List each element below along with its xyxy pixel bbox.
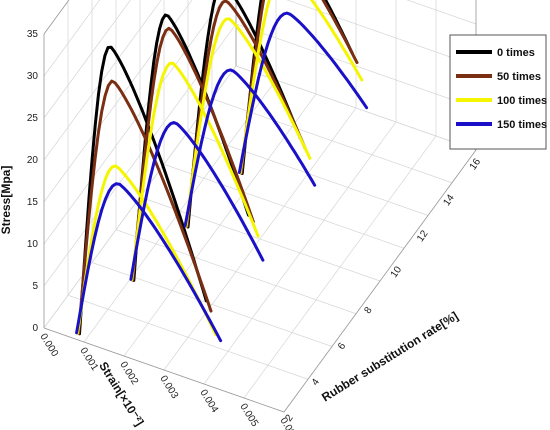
y-tick-label: 25 bbox=[27, 113, 39, 124]
z-tick-label: 16 bbox=[468, 156, 484, 172]
x-tick-label: 0.003 bbox=[157, 374, 180, 401]
gridline-stress bbox=[43, 0, 131, 119]
y-tick-label: 5 bbox=[32, 281, 38, 292]
series-line bbox=[75, 182, 223, 343]
legend-label: 50 times bbox=[497, 71, 541, 83]
gridline-stress bbox=[43, 0, 477, 203]
gridline-stress bbox=[43, 0, 162, 161]
z-tick-label: 2 bbox=[283, 412, 295, 423]
series-line bbox=[130, 61, 260, 282]
z-axis-title: Rubber substitution rate[%] bbox=[319, 309, 460, 405]
series-line bbox=[78, 45, 208, 336]
series-line bbox=[129, 121, 265, 281]
y-tick-label: 30 bbox=[27, 71, 39, 82]
series-line bbox=[238, 0, 364, 175]
z-tick-label: 10 bbox=[389, 264, 405, 280]
z-tick-label: 4 bbox=[310, 377, 322, 388]
axis-frame-floor bbox=[43, 149, 477, 413]
legend-items: 0 times 50 times 100 times 150 times bbox=[456, 47, 547, 131]
curves-layer bbox=[75, 0, 369, 343]
x-tick-label: 0.005 bbox=[237, 402, 260, 429]
series-line bbox=[239, 0, 359, 175]
legend-label: 150 times bbox=[497, 119, 547, 131]
z-tick-label: 8 bbox=[362, 305, 374, 316]
series-line bbox=[184, 17, 312, 228]
z-tick-label: 6 bbox=[336, 341, 348, 352]
y-tick-label: 20 bbox=[27, 155, 39, 166]
series-line bbox=[237, 11, 369, 174]
y-axis-title: Stress[Mpa] bbox=[0, 166, 13, 235]
gridline-strain bbox=[163, 0, 357, 371]
series-line bbox=[183, 68, 317, 228]
series-line bbox=[77, 79, 213, 335]
legend: 0 times 50 times 100 times 150 times bbox=[449, 34, 547, 150]
legend-label: 100 times bbox=[497, 95, 547, 107]
z-tick-label: 14 bbox=[441, 192, 457, 208]
gridline-strain bbox=[243, 0, 437, 399]
y-tick-label: 10 bbox=[27, 239, 39, 250]
y-tick-label: 15 bbox=[27, 197, 39, 208]
y-tick-label: 0 bbox=[32, 323, 38, 334]
y-tick-label: 35 bbox=[27, 29, 39, 40]
series-line bbox=[185, 0, 307, 229]
legend-label: 0 times bbox=[497, 47, 535, 59]
series-line bbox=[131, 26, 255, 282]
gridline-strain bbox=[123, 0, 317, 357]
z-tick-label: 12 bbox=[415, 228, 431, 244]
x-tick-label: 0.001 bbox=[77, 346, 100, 373]
x-tick-label: 0.000 bbox=[37, 332, 60, 359]
x-tick-label: 0.004 bbox=[197, 388, 220, 415]
gridline-strain bbox=[203, 0, 397, 385]
